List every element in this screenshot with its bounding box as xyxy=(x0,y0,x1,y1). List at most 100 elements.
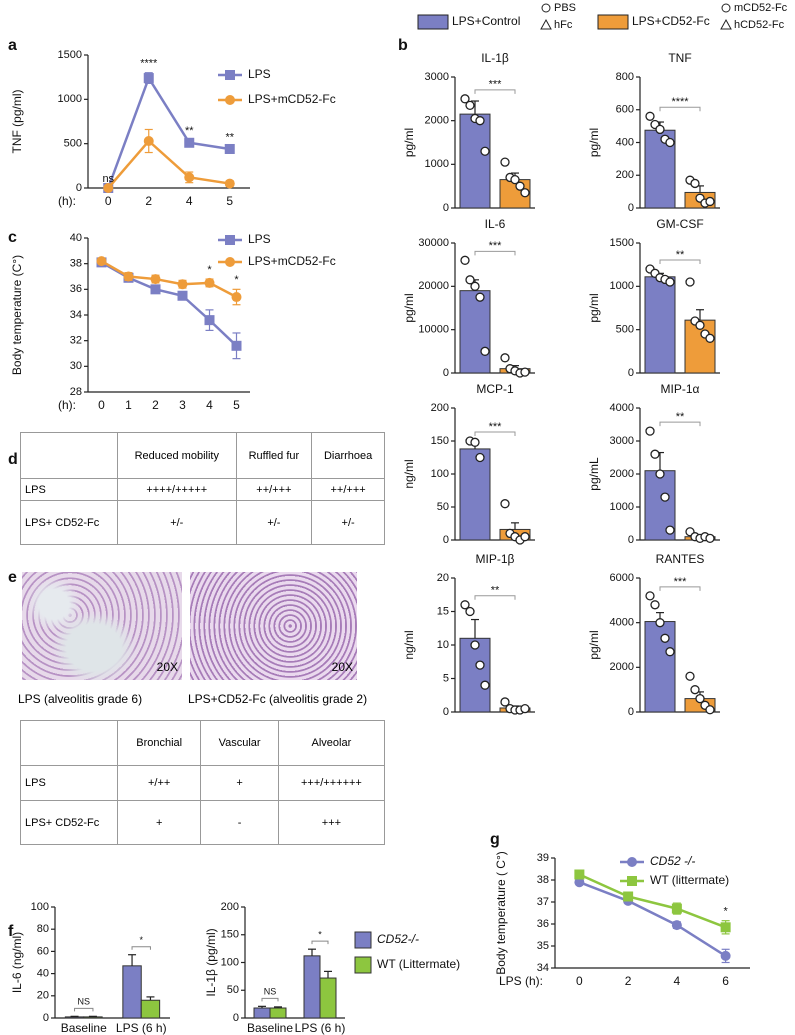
legend-label: mCD52-Fc xyxy=(734,2,788,14)
x-tick-label: 6 xyxy=(722,974,729,988)
data-point xyxy=(623,891,634,902)
header-cell: Vascular xyxy=(200,720,279,766)
data-point xyxy=(224,178,235,189)
row-label: LPS xyxy=(20,765,118,801)
bar xyxy=(319,977,337,1019)
data-point xyxy=(500,499,510,509)
legend-label: LPS xyxy=(248,232,271,246)
cell: ++/+++ xyxy=(311,478,385,501)
y-tick-label: 2000 xyxy=(610,661,634,673)
y-tick-label: 80 xyxy=(37,923,49,935)
data-point xyxy=(720,950,731,961)
significance: ** xyxy=(185,125,194,137)
bar xyxy=(64,1016,85,1019)
x-tick-label: 4 xyxy=(206,398,213,412)
row-label: LPS+ CD52-Fc xyxy=(20,800,118,845)
legend-swatch xyxy=(597,14,629,30)
x-tick-label: 4 xyxy=(186,194,193,208)
data-point xyxy=(224,143,235,154)
data-point xyxy=(475,292,485,302)
y-tick-label: 38 xyxy=(537,874,549,886)
data-point xyxy=(520,704,530,714)
legend-label: WT (Littermate) xyxy=(377,957,460,971)
bar xyxy=(253,1007,271,1019)
series-line xyxy=(100,260,238,299)
series-line xyxy=(578,881,727,957)
bar xyxy=(459,448,491,541)
y-tick-label: 1000 xyxy=(610,280,634,292)
y-tick-label: 20 xyxy=(437,572,449,584)
y-tick-label: 35 xyxy=(537,940,549,952)
empty-cell xyxy=(20,432,118,479)
y-tick-label: 0 xyxy=(443,534,449,546)
significance-bracket xyxy=(659,106,701,112)
data-point xyxy=(520,367,530,377)
significance: ** xyxy=(491,585,500,597)
y-axis-label: pg/ml xyxy=(402,128,416,157)
y-axis-label: pg/ml xyxy=(587,128,601,157)
y-tick-label: 1000 xyxy=(58,93,82,105)
legend-label: CD52 -/- xyxy=(650,854,695,868)
x-tick-label: 2 xyxy=(145,194,152,208)
panel-label: c xyxy=(8,229,17,246)
significance: * xyxy=(318,930,322,940)
data-point xyxy=(500,697,510,707)
data-point xyxy=(465,100,475,111)
y-tick-label: 10 xyxy=(437,639,449,651)
bar xyxy=(644,621,676,713)
data-point xyxy=(665,137,675,148)
panel-label: d xyxy=(8,451,18,468)
y-tick-label: 39 xyxy=(537,852,549,864)
y-tick-label: 500 xyxy=(616,324,634,336)
bar xyxy=(644,276,676,374)
y-tick-label: 60 xyxy=(37,945,49,957)
data-point xyxy=(475,660,485,670)
legend-swatch xyxy=(354,956,372,974)
data-point xyxy=(574,869,585,880)
y-tick-label: 150 xyxy=(431,435,449,447)
significance-bracket xyxy=(659,586,701,591)
significance: ** xyxy=(676,411,685,423)
bar xyxy=(269,1007,287,1019)
data-point xyxy=(480,146,490,156)
chart-title: RANTES xyxy=(656,552,705,566)
y-tick-label: 34 xyxy=(537,962,549,974)
y-tick-label: 200 xyxy=(431,402,449,414)
x-tick-label: LPS (6 h) xyxy=(295,1021,346,1035)
x-tick-label: 5 xyxy=(226,194,233,208)
legend-label: LPS xyxy=(248,67,271,81)
histology-image: 20X xyxy=(22,572,182,680)
significance: ** xyxy=(225,132,234,144)
cell: +++ xyxy=(277,800,386,845)
significance: ns xyxy=(102,173,114,185)
significance: *** xyxy=(489,240,503,252)
data-point xyxy=(655,469,665,479)
data-point xyxy=(705,533,715,543)
cell: +/- xyxy=(235,500,313,545)
data-point xyxy=(510,174,520,185)
y-tick-label: 2000 xyxy=(610,468,634,480)
significance-bracket xyxy=(474,595,516,600)
y-tick-label: 0 xyxy=(43,1012,49,1024)
data-point xyxy=(520,532,530,542)
significance: *** xyxy=(674,576,688,588)
data-point xyxy=(655,124,665,135)
data-point xyxy=(204,315,215,326)
table-e: Bronchial Vascular Alveolar LPS +/++ + +++/++… xyxy=(20,720,386,845)
y-tick-label: 1000 xyxy=(425,158,449,170)
data-point xyxy=(177,279,188,290)
data-point xyxy=(650,449,660,459)
data-point xyxy=(671,903,682,914)
data-point xyxy=(660,633,670,643)
data-point xyxy=(480,680,490,690)
y-tick-label: 3000 xyxy=(425,71,449,83)
data-point xyxy=(705,196,715,207)
data-point xyxy=(184,137,195,148)
magnification: 20X xyxy=(331,660,353,674)
data-point xyxy=(465,606,475,617)
x-tick-label: 1 xyxy=(125,398,132,412)
bar xyxy=(459,113,491,209)
magnification: 20X xyxy=(156,660,178,674)
data-point xyxy=(645,591,655,601)
y-tick-label: 0 xyxy=(233,1012,239,1024)
